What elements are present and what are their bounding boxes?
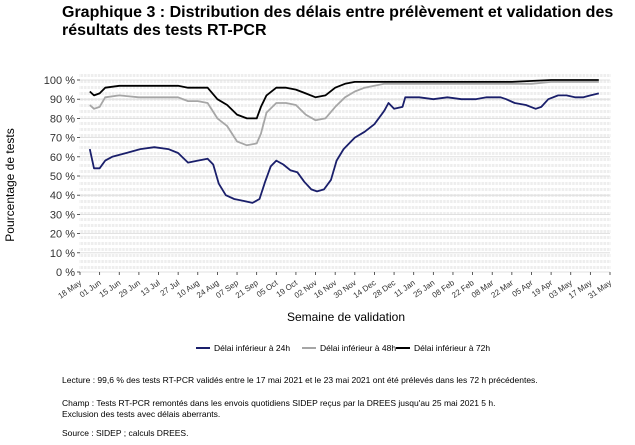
legend-label: Délai inférieur à 24h: [214, 343, 290, 353]
series-lines: [88, 79, 600, 204]
series-line-1: [88, 92, 600, 204]
legend: Délai inférieur à 24h Délai inférieur à 4…: [196, 343, 490, 353]
x-tick-label: 05 Apr: [511, 278, 535, 299]
y-tick-label: 30 %: [50, 209, 75, 221]
chart-title: Graphique 3 : Distribution des délais en…: [62, 4, 614, 39]
x-axis-label: Semaine de validation: [287, 310, 405, 324]
y-tick-label: 90 %: [50, 94, 75, 106]
x-tick-label: 13 Jul: [139, 278, 162, 298]
x-tick-label: 22 Mar: [489, 278, 515, 300]
y-tick-label: 0 %: [56, 267, 75, 279]
x-tick-label: 21 Sep: [234, 278, 260, 300]
y-tick-label: 100 %: [44, 75, 75, 87]
legend-label: Délai inférieur à 72h: [414, 343, 490, 353]
scope-note: Champ : Tests RT-PCR remontés dans les e…: [62, 398, 496, 419]
y-tick-label: 70 %: [50, 133, 75, 145]
y-axis-label: Pourcentage de tests: [3, 128, 17, 241]
y-axis: 0 % 10 % 20 % 30 % 40 % 50 % 60 % 70 % 80 % 90 % 1…: [44, 75, 80, 279]
source-note: Source : SIDEP ; calculs DREES.: [62, 428, 189, 438]
x-tick-label: 28 Dec: [371, 278, 397, 300]
x-tick-label: 01 Jun: [78, 278, 103, 299]
y-tick-label: 60 %: [50, 152, 75, 164]
x-tick-label: 29 Jun: [117, 278, 142, 299]
x-tick-label: 15 Jun: [98, 278, 123, 299]
x-tick-label: 05 Oct: [255, 278, 280, 299]
series-line-3: [89, 79, 599, 120]
legend-label: Délai inférieur à 48h: [320, 343, 396, 353]
reading-note: Lecture : 99,6 % des tests RT-PCR validé…: [62, 375, 538, 385]
y-tick-label: 40 %: [50, 190, 75, 202]
y-tick-label: 10 %: [50, 248, 75, 260]
x-tick-label: 18 May: [56, 278, 83, 300]
y-tick-label: 20 %: [50, 229, 75, 241]
y-tick-label: 50 %: [50, 171, 75, 183]
line-chart: 0 % 10 % 20 % 30 % 40 % 50 % 60 % 70 % 80 % 90 % 1…: [3, 74, 613, 353]
series-line-2: [89, 81, 599, 147]
y-tick-label: 80 %: [50, 113, 75, 125]
grid: [79, 74, 611, 273]
